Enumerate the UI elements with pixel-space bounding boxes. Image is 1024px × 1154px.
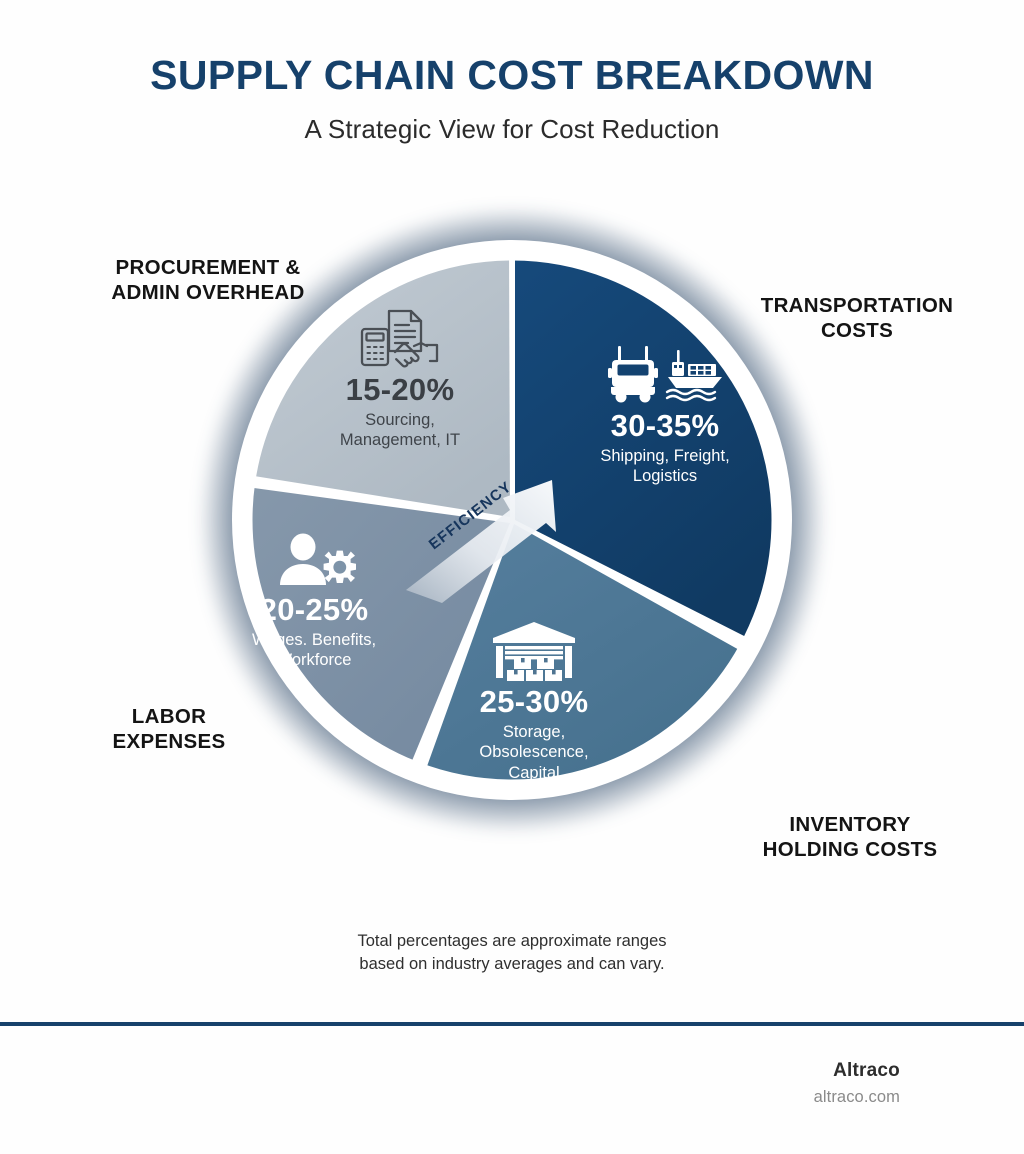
desc-line-2: Logistics: [632, 467, 698, 486]
brand-url[interactable]: altraco.com: [813, 1088, 900, 1106]
segment-description: Shipping, Freight, Logistics: [550, 446, 780, 488]
label-transportation-costs: TRANSPORTATION COSTS: [722, 293, 992, 344]
pie-slice-procurement[interactable]: [248, 249, 510, 517]
footnote-line-2: based on industry averages and can vary.: [359, 955, 665, 974]
footnote-line-1: Total percentages are approximate ranges: [357, 932, 667, 950]
page-subtitle: A Strategic View for Cost Reduction: [304, 114, 720, 144]
segment-percent: 30-35%: [610, 408, 720, 443]
label-inventory-holding-costs: INVENTORY HOLDING COSTS: [710, 812, 990, 863]
desc-line-2: Management, IT: [339, 431, 461, 450]
document-calculator-handshake-icon: [360, 309, 439, 368]
label-procurement-admin-overhead: PROCUREMENT & ADMIN OVERHEAD: [78, 255, 338, 306]
label-line-1: INVENTORY: [789, 813, 911, 836]
desc-line-3: Capital: [508, 764, 560, 783]
segment-percent: 20-25%: [259, 592, 369, 627]
segment-description: Wages. Benefits, Workforce: [199, 630, 429, 672]
label-line-1: TRANSPORTATION: [760, 294, 954, 317]
label-line-2: ADMIN OVERHEAD: [111, 281, 305, 305]
pie-outer-ring: [239, 247, 785, 793]
desc-line-1: Storage,: [502, 722, 566, 741]
segment-inventory[interactable]: 25-30% Storage, Obsolescence, Capital: [419, 620, 649, 784]
segment-description: Storage, Obsolescence, Capital: [419, 722, 649, 784]
label-line-1: LABOR: [131, 705, 207, 728]
page-title: SUPPLY CHAIN COST BREAKDOWN: [150, 52, 874, 98]
desc-line-2: Obsolescence,: [479, 743, 589, 762]
warehouse-icon: [493, 622, 575, 681]
label-line-2: COSTS: [820, 319, 894, 343]
header: SUPPLY CHAIN COST BREAKDOWN A Strategic …: [0, 0, 1024, 145]
brand-name: Altraco: [833, 1060, 900, 1081]
efficiency-arrow-icon: [406, 480, 556, 603]
efficiency-arrow: EFFICIENCY: [402, 462, 602, 612]
footnote: Total percentages are approximate ranges…: [0, 930, 1024, 977]
pie-chart: 30-35% Shipping, Freight, Logistics: [0, 196, 1024, 936]
desc-line-1: Wages. Benefits,: [251, 630, 377, 649]
desc-line-2: Workforce: [276, 651, 352, 670]
label-line-2: HOLDING COSTS: [762, 838, 938, 862]
label-line-1: PROCUREMENT &: [115, 256, 301, 279]
segment-transportation[interactable]: 30-35% Shipping, Freight, Logistics: [550, 344, 780, 487]
segment-description: Sourcing, Management, IT: [285, 410, 515, 452]
segment-labor[interactable]: 20-25% Wages. Benefits, Workforce: [199, 532, 429, 671]
truck-and-ship-icon: [608, 346, 722, 403]
person-gear-icon: [280, 533, 356, 585]
segment-percent: 15-20%: [345, 372, 455, 407]
pie-svg: [239, 247, 785, 793]
label-labor-expenses: LABOR EXPENSES: [74, 704, 264, 755]
label-line-2: EXPENSES: [112, 730, 226, 754]
desc-line-1: Sourcing,: [365, 410, 435, 429]
footer-divider: [0, 1022, 1024, 1026]
segment-percent: 25-30%: [479, 684, 589, 719]
segment-procurement[interactable]: 15-20% Sourcing, Management, IT: [285, 308, 515, 451]
desc-line-1: Shipping, Freight,: [600, 446, 730, 465]
